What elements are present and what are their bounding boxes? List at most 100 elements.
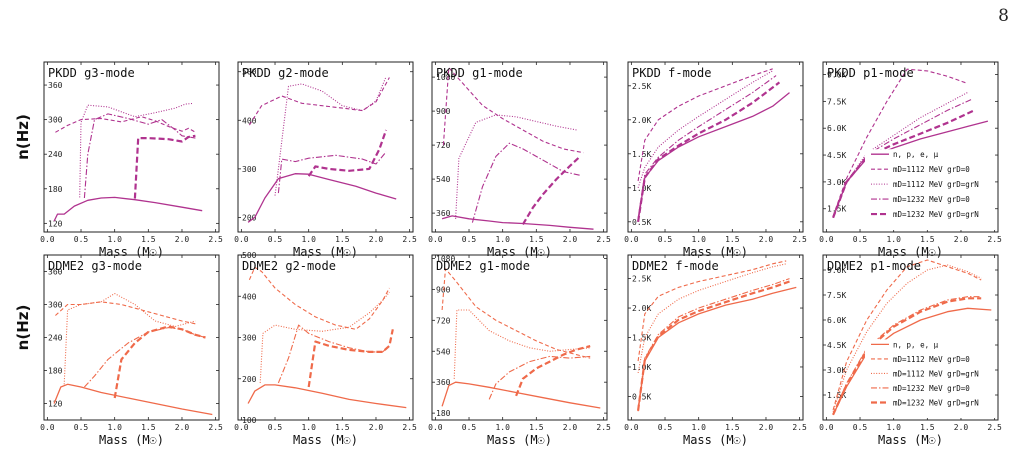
y-tick-label: 720 (436, 316, 451, 325)
x-tick-label: 2.5 (208, 423, 223, 432)
y-tick-label: 6.0K (827, 124, 846, 133)
x-tick-label: 0.5 (658, 235, 673, 244)
series-line-dash (832, 259, 982, 411)
x-tick-label: 1.0 (495, 423, 510, 432)
y-tick-label: 120 (48, 400, 63, 409)
x-axis-label: Mass (M☉) (293, 433, 358, 447)
x-axis-label: Mass (M☉) (487, 433, 552, 447)
y-tick-label: 300 (242, 334, 257, 343)
y-tick-label: 240 (48, 150, 63, 159)
x-axis-label: Mass (M☉) (683, 245, 748, 259)
y-tick-label: 1.5K (632, 150, 651, 159)
x-tick-label: 0.5 (462, 423, 477, 432)
x-tick-label: 0.0 (234, 423, 249, 432)
series-line-dashdot (488, 355, 591, 400)
y-tick-label: 360 (48, 81, 63, 90)
x-tick-label: 0.5 (74, 423, 89, 432)
x-tick-label: 1.0 (691, 235, 706, 244)
series-line-dashdot (637, 278, 790, 409)
y-tick-label: 300 (242, 165, 257, 174)
y-axis-label: n(Hz) (14, 114, 32, 160)
panel-pkdd-4: 0.0 0.5 1.0 1.5 2.0 2.51.5K3.0K4.5K6.0K7.5K9.… (819, 61, 1002, 259)
series-line-dashdot (637, 75, 777, 219)
y-tick-label: 400 (242, 292, 257, 301)
panel-title: DDME2 g1-mode (436, 259, 530, 273)
series-line-thickdash (113, 325, 206, 399)
x-tick-label: 2.0 (175, 423, 190, 432)
legend-entry: mD=1232 MeV grD=0 (893, 384, 970, 393)
x-tick-label: 0.5 (268, 423, 283, 432)
panel-frame (822, 254, 999, 421)
y-tick-label: 4.5K (827, 151, 846, 160)
x-tick-label: 1.0 (301, 423, 316, 432)
x-tick-label: 1.5 (141, 423, 156, 432)
y-tick-label: 7.5K (827, 97, 846, 106)
panel-frame (627, 254, 804, 421)
series-line-dashdot (277, 151, 387, 194)
x-axis-label: Mass (M☉) (99, 245, 164, 259)
y-tick-label: 200 (242, 375, 257, 384)
panel-title: PKDD f-mode (632, 66, 711, 80)
y-tick-label: 1080 (436, 73, 455, 82)
x-tick-label: 2.0 (369, 423, 384, 432)
series-line-dot (637, 70, 773, 188)
series-line-dash (637, 260, 787, 362)
x-tick-label: 0.0 (428, 235, 443, 244)
y-tick-label: 300 (48, 301, 63, 310)
x-tick-label: 0.0 (624, 235, 639, 244)
y-tick-label: 200 (242, 213, 257, 222)
series-line-solid (441, 381, 601, 409)
y-tick-label: 180 (436, 409, 451, 418)
x-tick-label: 0.5 (74, 235, 89, 244)
panel-title: DDME2 g2-mode (242, 259, 336, 273)
y-tick-label: 500 (242, 251, 257, 260)
series-line-dashdot (471, 142, 581, 223)
panel-title: PKDD g3-mode (48, 66, 135, 80)
panel-frame (43, 254, 220, 421)
panel-ddme2-2: 0.0 0.5 1.0 1.5 2.0 2.51803605407209001080DDM… (428, 254, 611, 447)
y-tick-label: 300 (48, 116, 63, 125)
x-tick-label: 1.5 (335, 235, 350, 244)
y-tick-label: 180 (48, 185, 63, 194)
x-axis-label: Mass (M☉) (878, 245, 943, 259)
x-axis-label: Mass (M☉) (487, 245, 552, 259)
series-line-solid (247, 384, 407, 409)
series-line-dot (259, 291, 390, 383)
series-line-dash (248, 77, 390, 126)
series-line-dot (79, 102, 193, 198)
series-line-dot (453, 309, 591, 379)
y-tick-label: 3.0K (827, 366, 846, 375)
x-tick-label: 0.0 (40, 423, 55, 432)
x-tick-label: 1.5 (920, 423, 935, 432)
panel-frame (237, 61, 414, 233)
x-tick-label: 1.0 (886, 423, 901, 432)
x-tick-label: 0.0 (819, 235, 834, 244)
panel-title: DDME2 p1-mode (827, 259, 921, 273)
y-tick-label: 360 (436, 378, 451, 387)
x-tick-label: 1.0 (886, 235, 901, 244)
series-line-dashdot (83, 327, 206, 388)
series-line-thickdash (133, 134, 196, 199)
x-tick-label: 2.5 (596, 235, 611, 244)
x-tick-label: 2.0 (954, 423, 969, 432)
series-line-dash (441, 268, 591, 359)
legend-entry: mD=1232 MeV grD=grN (893, 210, 979, 219)
panel-pkdd-3: 0.0 0.5 1.0 1.5 2.0 2.5 0.5K 1.0K 1.5K 2.0K 2.5K PK… (624, 61, 807, 259)
x-tick-label: 2.0 (563, 423, 578, 432)
y-axis-label: n(Hz) (14, 305, 32, 351)
panel-frame (822, 61, 999, 233)
panel-title: DDME2 g3-mode (48, 259, 142, 273)
y-tick-label: 7.5K (827, 291, 846, 300)
series-line-solid (441, 215, 594, 230)
x-tick-label: 1.5 (529, 235, 544, 244)
panel-frame (627, 61, 804, 233)
y-tick-label: 900 (436, 107, 451, 116)
x-tick-label: 0.0 (40, 235, 55, 244)
x-tick-label: 0.5 (658, 423, 673, 432)
panel-frame (431, 254, 608, 421)
y-tick-label: 9.0K (827, 71, 846, 80)
x-tick-label: 0.5 (268, 235, 283, 244)
